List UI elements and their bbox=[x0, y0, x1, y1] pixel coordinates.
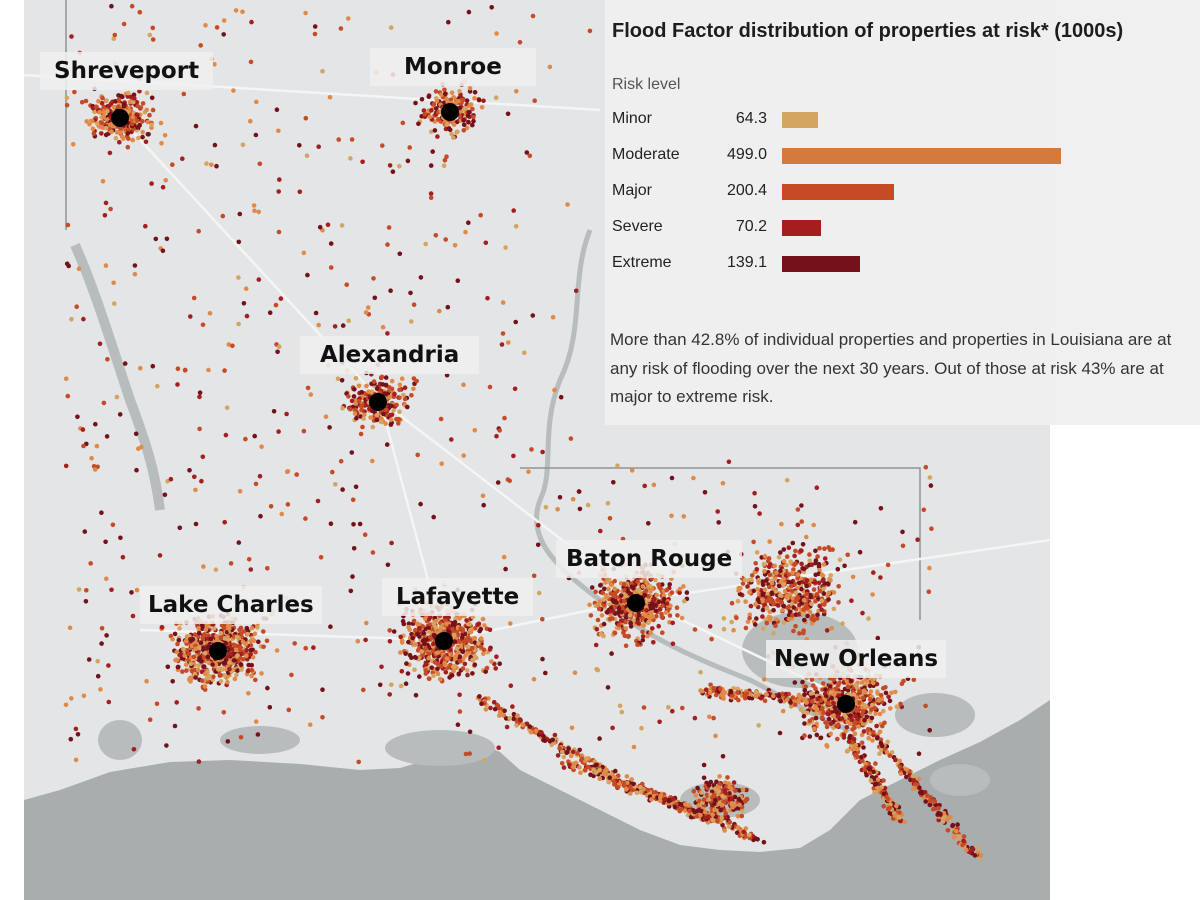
toledo-bend-reservoir bbox=[70, 242, 165, 511]
risk-category-label: Major bbox=[612, 182, 653, 199]
city-marker-alexandria bbox=[369, 393, 387, 411]
lake-borgne bbox=[895, 693, 975, 737]
city-marker-monroe bbox=[441, 103, 459, 121]
risk-value-label: 200.4 bbox=[726, 182, 767, 199]
risk-summary-note: More than 42.8% of individual properties… bbox=[610, 330, 1172, 406]
risk-row-extreme: Extreme 139.1 bbox=[612, 254, 1172, 274]
risk-level-header: Risk level bbox=[612, 76, 681, 93]
city-marker-shreveport bbox=[111, 109, 129, 127]
risk-category-label: Moderate bbox=[612, 146, 680, 163]
mississippi-river bbox=[533, 229, 851, 733]
gulf-of-mexico bbox=[24, 700, 1050, 900]
risk-row-minor: Minor 64.3 bbox=[612, 110, 1172, 130]
city-marker-new-orleans bbox=[837, 695, 855, 713]
breton-sound bbox=[930, 764, 990, 796]
risk-value-label: 70.2 bbox=[735, 218, 767, 235]
city-label-lake-charles: Lake Charles bbox=[140, 586, 322, 624]
risk-category-label: Minor bbox=[612, 110, 653, 127]
city-marker-lafayette bbox=[435, 632, 453, 650]
property-risk-dots bbox=[63, 3, 984, 861]
chart-title: Flood Factor distribution of properties … bbox=[612, 20, 1124, 42]
risk-bar-minor bbox=[782, 112, 818, 128]
city-marker-baton-rouge bbox=[627, 594, 645, 612]
risk-category-label: Extreme bbox=[612, 254, 672, 271]
city-markers bbox=[111, 103, 855, 713]
risk-value-label: 64.3 bbox=[735, 110, 767, 127]
risk-row-severe: Severe 70.2 bbox=[612, 218, 1172, 238]
city-label-alexandria: Alexandria bbox=[300, 336, 480, 374]
risk-row-major: Major 200.4 bbox=[612, 182, 1172, 202]
legend-panel: Flood Factor distribution of properties … bbox=[605, 0, 1200, 425]
city-label-new-orleans: New Orleans bbox=[766, 640, 947, 678]
vermilion-bay bbox=[385, 730, 495, 766]
risk-bar-major bbox=[782, 184, 895, 200]
risk-category-label: Severe bbox=[612, 218, 663, 235]
risk-bar-moderate bbox=[782, 148, 1062, 164]
calcasieu-lake bbox=[98, 720, 142, 760]
risk-row-moderate: Moderate 499.0 bbox=[612, 146, 1172, 166]
risk-bar-severe bbox=[782, 220, 822, 236]
risk-bar-extreme bbox=[782, 256, 860, 272]
city-label-monroe: Monroe bbox=[370, 48, 536, 86]
risk-value-label: 499.0 bbox=[726, 146, 767, 163]
risk-value-label: 139.1 bbox=[726, 254, 767, 271]
city-label-shreveport: Shreveport bbox=[40, 52, 214, 90]
white-lake bbox=[220, 726, 300, 754]
city-label-baton-rouge: Baton Rouge bbox=[556, 540, 743, 578]
state-boundary bbox=[65, 0, 921, 620]
city-label-lafayette: Lafayette bbox=[382, 578, 534, 616]
city-marker-lake-charles bbox=[209, 642, 227, 660]
